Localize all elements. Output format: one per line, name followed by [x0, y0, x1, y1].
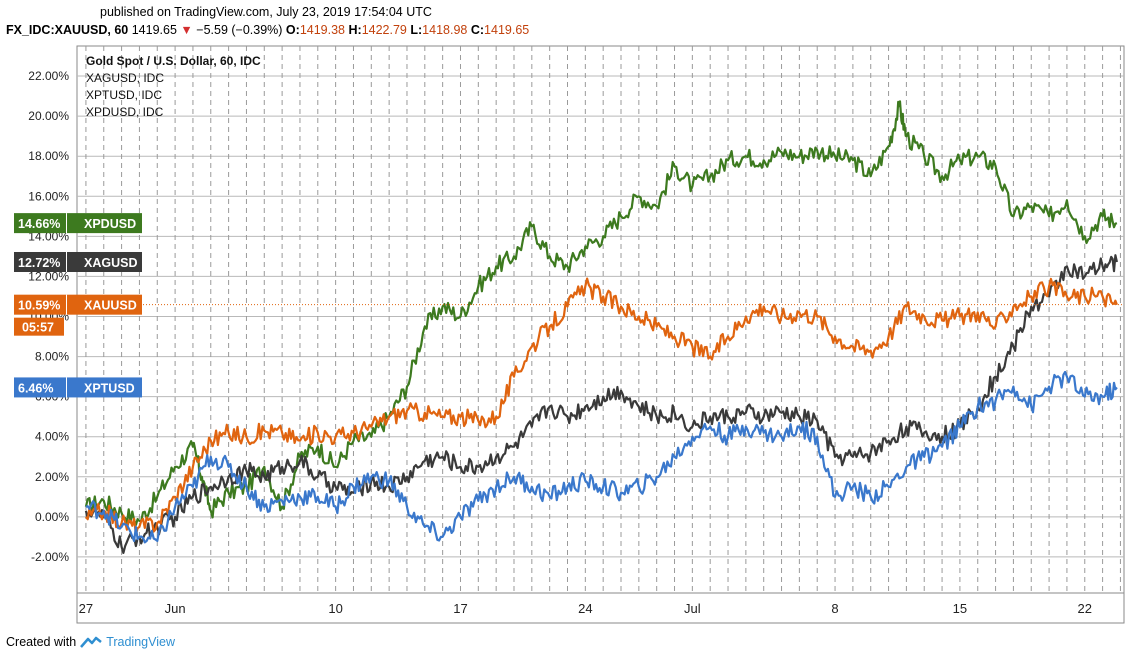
x-tick-label: 8	[831, 601, 838, 616]
x-tick-label: 15	[953, 601, 967, 616]
open-label: O:	[285, 23, 300, 37]
plot-area	[76, 45, 1125, 594]
badge-divider	[66, 213, 67, 234]
price-change: −5.59 (−0.39%)	[196, 23, 283, 37]
badge-value: 6.46%	[18, 381, 53, 395]
badge-value: 12.72%	[18, 256, 60, 270]
x-tick-label: 17	[453, 601, 467, 616]
y-tick-label: 0.00%	[35, 510, 69, 524]
legend-entry: XPDUSD, IDC	[86, 105, 164, 119]
y-tick-label: 8.00%	[35, 350, 69, 364]
x-tick-label: Jul	[684, 601, 701, 616]
badge-value: 14.66%	[18, 217, 60, 231]
low-value: 1418.98	[422, 23, 468, 37]
open-value: 1419.38	[299, 23, 345, 37]
value-badge	[14, 294, 142, 315]
series-line-xauusd	[85, 277, 1118, 536]
y-tick-label: 18.00%	[28, 149, 69, 163]
legend-entry: XAGUSD, IDC	[86, 71, 164, 85]
badge-value: 10.59%	[18, 299, 60, 313]
tradingview-logo-icon	[80, 636, 102, 648]
high-value: 1422.79	[361, 23, 407, 37]
legend-entry: XPTUSD, IDC	[86, 88, 162, 102]
y-tick-label: 12.00%	[28, 269, 69, 283]
badge-symbol: XAGUSD	[84, 256, 137, 270]
chart-title: Gold Spot / U.S. Dollar, 60, IDC	[86, 54, 261, 68]
badge-divider	[66, 294, 67, 315]
badge-divider	[66, 377, 67, 398]
y-tick-label: 2.00%	[35, 470, 69, 484]
badge-divider	[66, 251, 67, 272]
last-price: 1419.65	[131, 23, 177, 37]
x-tick-label: 22	[1078, 601, 1092, 616]
close-label: C:	[470, 23, 485, 37]
low-label: L:	[410, 23, 423, 37]
published-note: published on TradingView.com, July 23, 2…	[100, 5, 432, 19]
value-badge	[14, 377, 142, 398]
value-badge	[14, 213, 142, 234]
x-tick-label: Jun	[165, 601, 186, 616]
badge-symbol: XPDUSD	[84, 217, 136, 231]
y-tick-label: 16.00%	[28, 189, 69, 203]
series-line-xptusd	[85, 370, 1118, 544]
y-tick-label: -2.00%	[31, 550, 69, 564]
countdown-label: 05:57	[22, 321, 54, 335]
tradingview-brand[interactable]: TradingView	[106, 635, 175, 649]
x-axis-band	[76, 592, 1125, 624]
badge-symbol: XAUUSD	[84, 299, 137, 313]
symbol-bar: FX_IDC:XAUUSD, 60 1419.65 ▼ −5.59 (−0.39…	[6, 23, 529, 37]
high-label: H:	[348, 23, 362, 37]
badge-symbol: XPTUSD	[84, 381, 135, 395]
footer: Created with TradingView	[6, 635, 175, 649]
x-tick-label: 10	[328, 601, 342, 616]
x-tick-label: 27	[79, 601, 93, 616]
created-with-label: Created with	[6, 635, 77, 649]
symbol-name: FX_IDC:XAUUSD, 60	[6, 23, 129, 37]
y-tick-label: 4.00%	[35, 430, 69, 444]
value-badge	[14, 251, 142, 272]
down-arrow-icon: ▼	[180, 23, 193, 37]
close-value: 1419.65	[484, 23, 530, 37]
x-tick-label: 24	[578, 601, 592, 616]
y-tick-label: 22.00%	[28, 69, 69, 83]
countdown-badge	[14, 317, 64, 336]
y-tick-label: 20.00%	[28, 109, 69, 123]
